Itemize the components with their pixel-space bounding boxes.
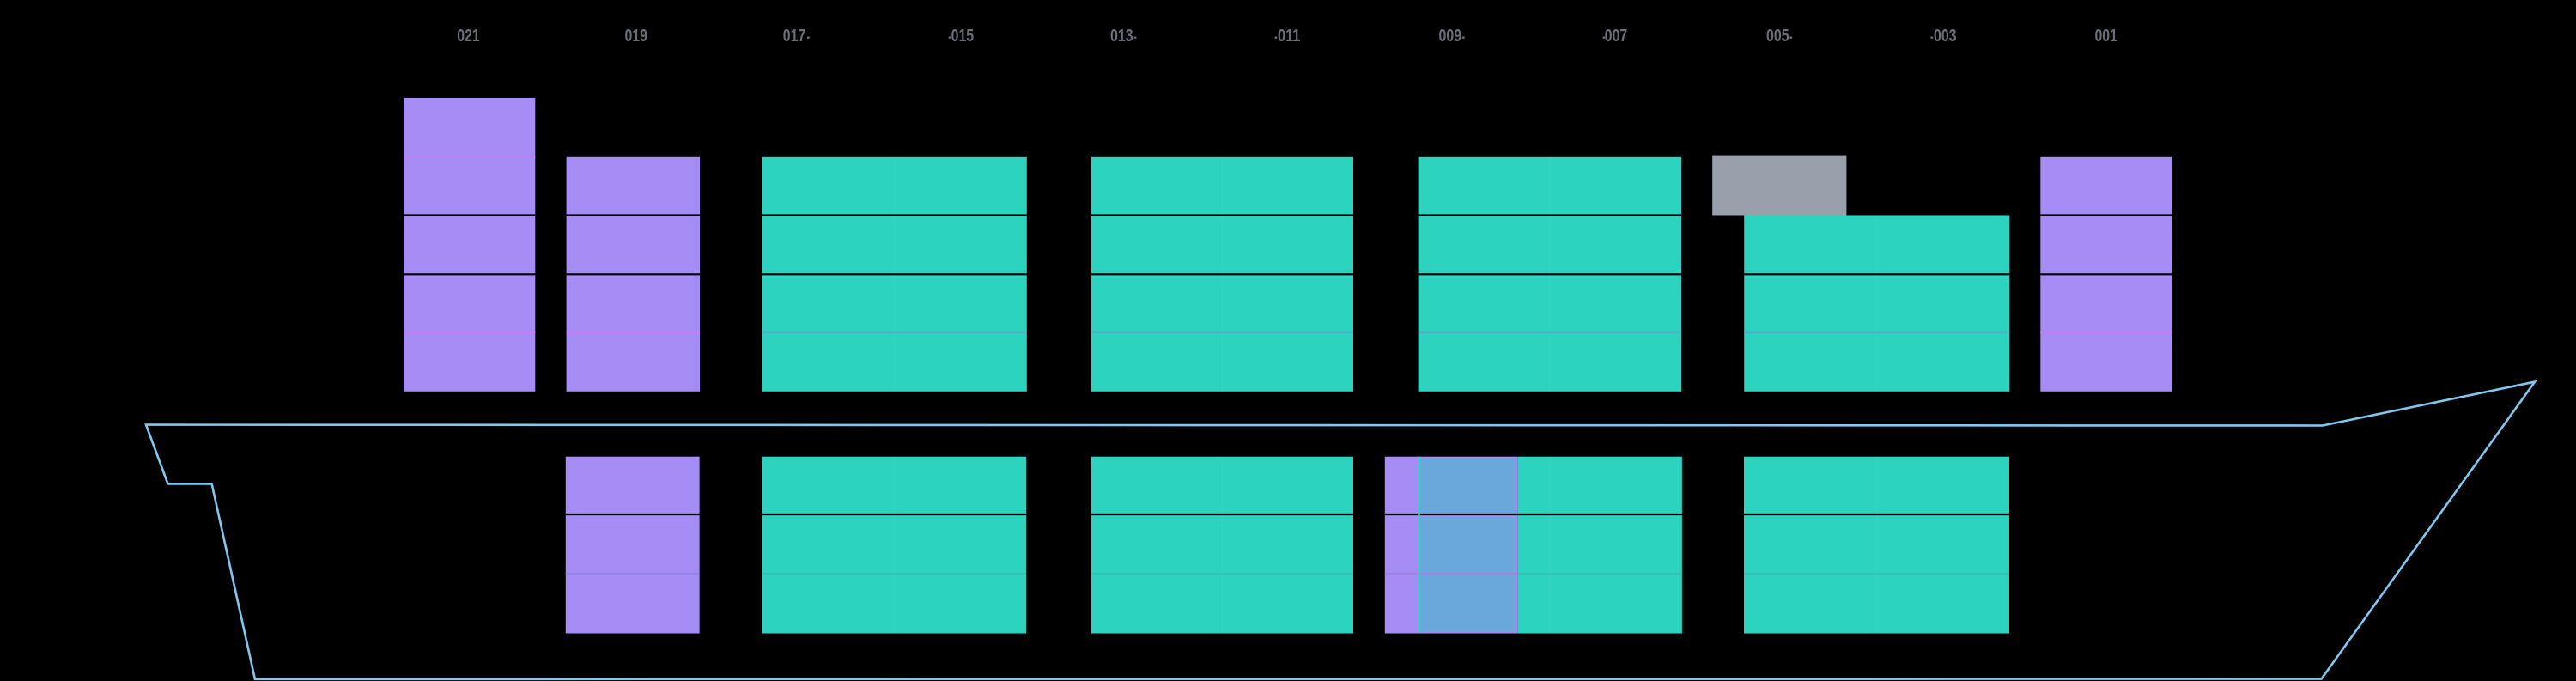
svg-text:011: 011 (1278, 27, 1301, 46)
svg-text:007: 007 (1605, 27, 1628, 46)
svg-text:019: 019 (624, 27, 647, 46)
svg-text:013: 013 (1110, 27, 1133, 46)
svg-text:021: 021 (457, 27, 480, 46)
svg-text:017: 017 (783, 27, 806, 46)
svg-text:005: 005 (1766, 27, 1789, 46)
svg-text:015: 015 (951, 27, 975, 46)
svg-text:001: 001 (2094, 27, 2117, 46)
svg-text:003: 003 (1934, 27, 1957, 46)
svg-text:009: 009 (1439, 27, 1462, 46)
